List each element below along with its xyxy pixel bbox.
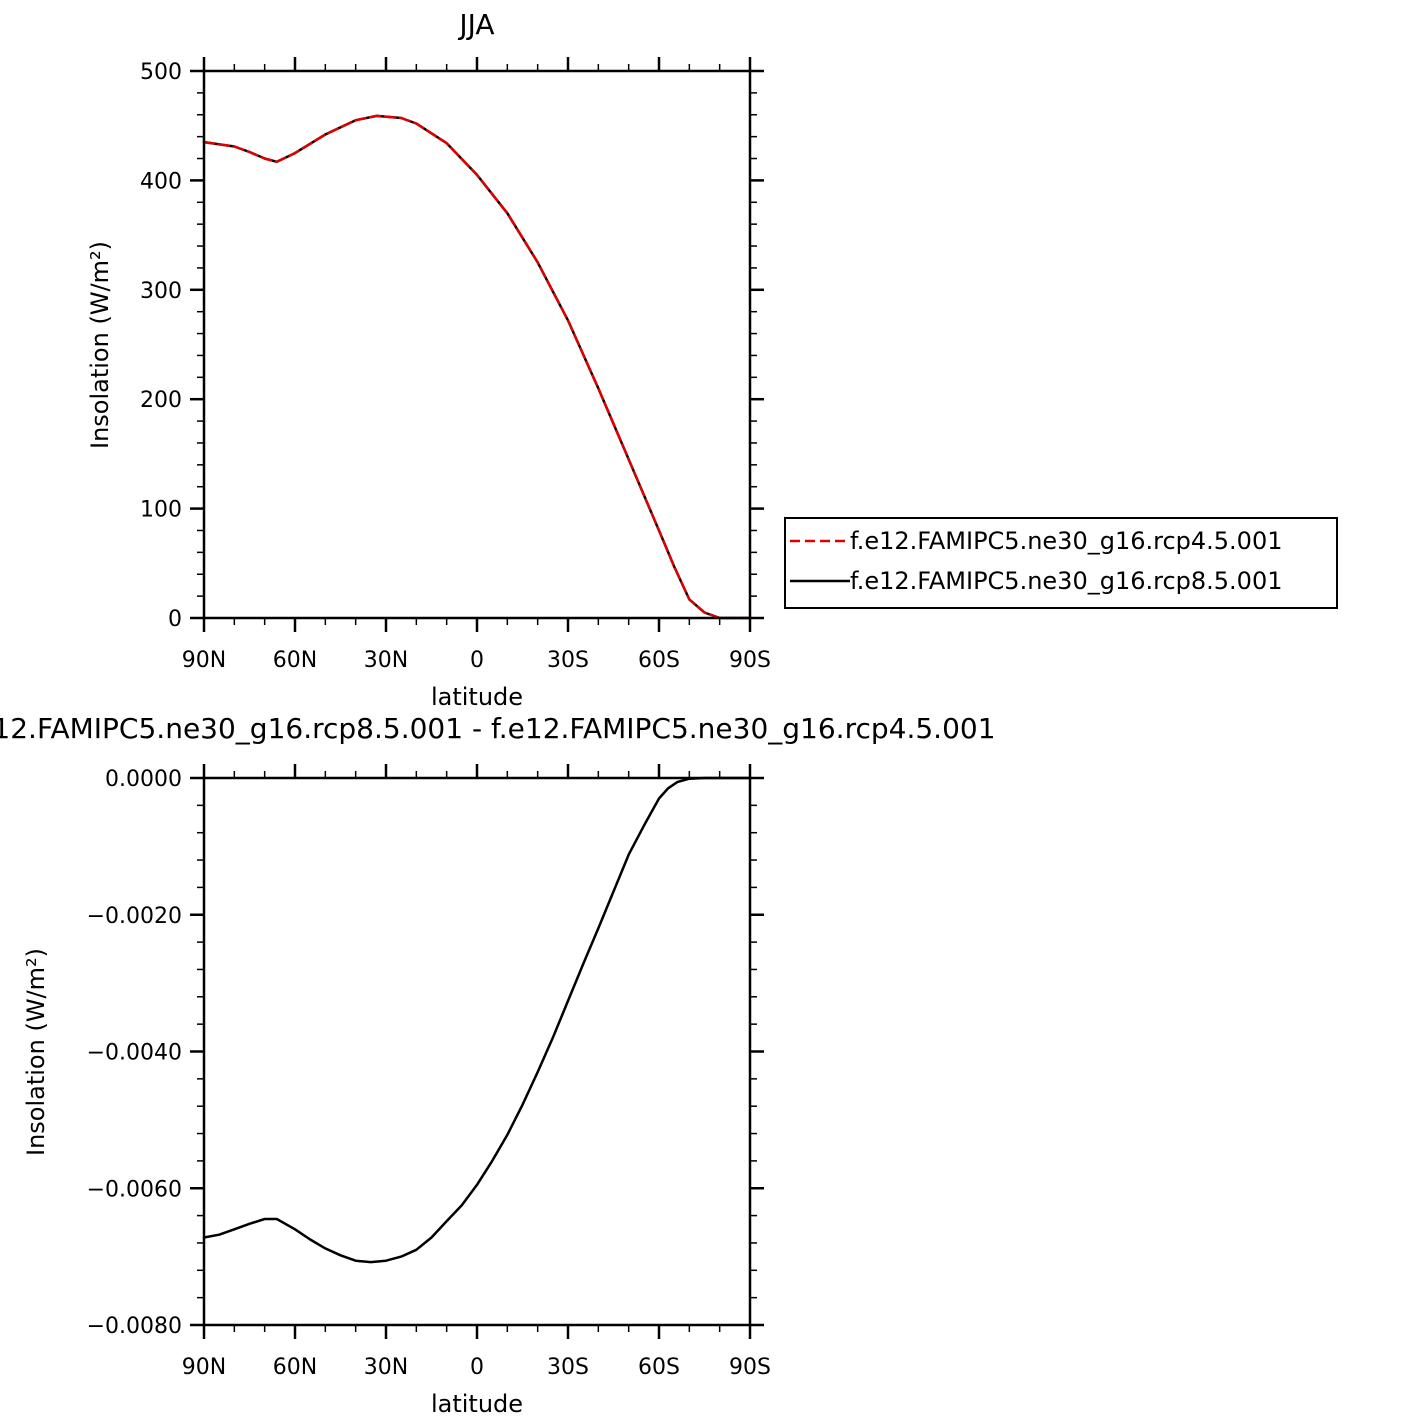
bottom-x-tick-label: 60S [638, 1355, 680, 1380]
bottom-x-axis-title: latitude [431, 1390, 523, 1418]
top-x-tick-label: 90S [729, 648, 771, 673]
top-chart-title: JJA [457, 8, 494, 41]
top-series-lines [202, 114, 752, 620]
top-plot-frame [202, 69, 752, 620]
top-series-line-0 [202, 114, 752, 620]
bottom-x-tick-label: 0 [470, 1355, 484, 1380]
insolation-panel: JJA 0 100 200 300 400 500 90N 60N 30N 0 30S 60S 90S… [86, 8, 771, 711]
bottom-axis-ticks [190, 764, 764, 1339]
bottom-x-tick-label: 90N [182, 1355, 226, 1380]
chart-legend: f.e12.FAMIPC5.ne30_g16.rcp4.5.001 f.e12.… [784, 517, 1338, 609]
bottom-x-tick-label: 30S [547, 1355, 589, 1380]
top-x-tick-label: 90N [182, 648, 226, 673]
top-y-axis-title: Insolation (W/m²) [86, 241, 114, 449]
bottom-y-tick-label: 0.0000 [105, 767, 182, 792]
top-x-tick-label: 30S [547, 648, 589, 673]
top-y-tick-label: 300 [140, 279, 182, 304]
difference-panel: f.e12.FAMIPC5.ne30_g16.rcp8.5.001 - f.e1… [0, 712, 996, 1418]
top-y-tick-label: 200 [140, 388, 182, 413]
bottom-x-tick-label: 60N [273, 1355, 317, 1380]
legend-label-rcp45: f.e12.FAMIPC5.ne30_g16.rcp4.5.001 [850, 527, 1283, 555]
top-axis-ticks [190, 57, 764, 632]
top-x-tick-labels: 90N 60N 30N 0 30S 60S 90S [182, 648, 771, 673]
bottom-x-tick-label: 90S [729, 1355, 771, 1380]
bottom-y-axis-title: Insolation (W/m²) [22, 948, 50, 1156]
top-y-tick-label: 400 [140, 169, 182, 194]
bottom-x-tick-label: 30N [364, 1355, 408, 1380]
bottom-y-tick-label: −0.0040 [87, 1041, 182, 1066]
bottom-series-line-0 [202, 776, 752, 1264]
top-y-tick-label: 100 [140, 498, 182, 523]
bottom-chart-title: f.e12.FAMIPC5.ne30_g16.rcp8.5.001 - f.e1… [0, 712, 996, 745]
top-y-tick-label: 0 [168, 607, 182, 632]
legend-label-rcp85: f.e12.FAMIPC5.ne30_g16.rcp8.5.001 [850, 567, 1283, 595]
top-y-tick-labels: 0 100 200 300 400 500 [140, 60, 182, 632]
bottom-y-tick-labels: 0.0000 −0.0020 −0.0040 −0.0060 −0.0080 [87, 767, 182, 1339]
top-series-line-1 [202, 114, 752, 620]
top-x-tick-label: 0 [470, 648, 484, 673]
bottom-y-tick-label: −0.0080 [87, 1314, 182, 1339]
bottom-y-tick-label: −0.0020 [87, 904, 182, 929]
bottom-plot-frame [202, 776, 752, 1327]
bottom-y-tick-label: −0.0060 [87, 1177, 182, 1202]
top-x-axis-title: latitude [431, 683, 523, 711]
top-x-tick-label: 60S [638, 648, 680, 673]
top-y-tick-label: 500 [140, 60, 182, 85]
top-x-tick-label: 30N [364, 648, 408, 673]
legend-box [784, 517, 1338, 609]
top-x-tick-label: 60N [273, 648, 317, 673]
bottom-x-tick-labels: 90N 60N 30N 0 30S 60S 90S [182, 1355, 771, 1380]
bottom-series-lines [202, 776, 752, 1264]
